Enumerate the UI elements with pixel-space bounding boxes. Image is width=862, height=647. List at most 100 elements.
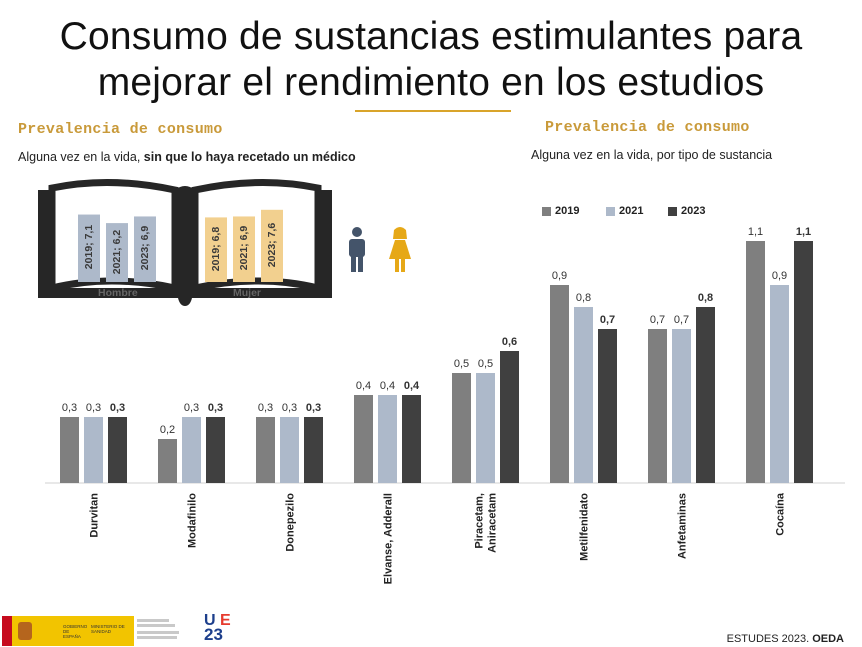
data-label-2021-2: 0,3 [282, 402, 297, 414]
bar-2023-7 [794, 241, 813, 483]
bar-2019-1 [158, 439, 177, 483]
category-label-text-6: Anfetaminas [677, 493, 689, 559]
bar-2019-4 [452, 373, 471, 483]
woman-icon [389, 227, 411, 272]
data-label-2023-3: 0,4 [404, 380, 420, 392]
category-label-2: Donepezilo [285, 493, 297, 552]
bar-2021-3 [378, 395, 397, 483]
data-label-2023-1: 0,3 [208, 402, 223, 414]
data-label-2021-5: 0,8 [576, 292, 591, 304]
legend-item-2023: 2023 [668, 205, 705, 217]
book-group-caption-0: Hombre [98, 287, 138, 299]
bar-2023-2 [304, 417, 323, 483]
bar-2021-1 [182, 417, 201, 483]
bar-2023-3 [402, 395, 421, 483]
ministerio-logo: GOBIERNO DE ESPAÑA MINISTERIO DE SANIDAD [60, 616, 134, 646]
data-label-2023-4: 0,6 [502, 336, 517, 348]
bar-2021-2 [280, 417, 299, 483]
bar-2021-0 [84, 417, 103, 483]
data-label-2021-6: 0,7 [674, 314, 689, 326]
right-section-subtitle: Alguna vez en la vida, por tipo de susta… [531, 148, 773, 162]
data-label-2023-7: 1,1 [796, 226, 811, 238]
category-label-line2-4: Aniracetam [487, 493, 499, 553]
bar-2019-7 [746, 241, 765, 483]
left-section-subtitle: Alguna vez en la vida, sin que lo haya r… [18, 150, 356, 164]
book-bar-Hombre-1 [106, 223, 128, 282]
data-label-2021-0: 0,3 [86, 402, 101, 414]
left-subtitle-bold: sin que lo haya recetado un médico [143, 150, 356, 164]
bar-2021-7 [770, 285, 789, 483]
category-label-text-5: Metilfenidato [579, 493, 591, 561]
legend-item-2021: 2021 [606, 205, 643, 217]
page-title: Consumo de sustancias estimulantes para … [0, 14, 862, 106]
title-underline [355, 110, 511, 112]
bar-2023-4 [500, 351, 519, 483]
book-group-caption-1: Mujer [233, 287, 262, 299]
footer-source-bold: OEDA [812, 633, 844, 645]
legend-swatch-2023 [668, 206, 677, 216]
category-label-7: Cocaína [775, 492, 787, 536]
category-label-5: Metilfenidato [579, 493, 591, 561]
book-bars [78, 209, 283, 282]
bar-2023-5 [598, 329, 617, 483]
category-label-text-3: Elvanse, Adderall [383, 493, 395, 584]
right-section-heading: Prevalencia de consumo [545, 119, 750, 136]
bar-2019-5 [550, 285, 569, 483]
category-label-0: Durvitan [89, 493, 101, 538]
data-label-2021-4: 0,5 [478, 358, 493, 370]
category-label-6: Anfetaminas [677, 493, 689, 559]
data-label-2021-7: 0,9 [772, 270, 787, 282]
data-label-2021-3: 0,4 [380, 380, 395, 392]
logo-e-text: E [220, 612, 231, 629]
bar-2019-6 [648, 329, 667, 483]
book-bar-Mujer-1 [233, 216, 255, 282]
logo-23-text: 23 [204, 625, 223, 644]
data-label-2023-0: 0,3 [110, 402, 125, 414]
legend-label-2021: 2021 [619, 205, 644, 217]
data-label-2019-4: 0,5 [454, 358, 469, 370]
category-label-text-2: Donepezilo [285, 493, 297, 552]
category-label-line1-4: Piracetam, [474, 493, 486, 549]
category-label-text-1: Modafinilo [187, 493, 199, 548]
logo-u-text: U [204, 612, 216, 629]
legend: 2019 2021 2023 [530, 200, 730, 218]
spain-flag-logo [2, 616, 60, 646]
data-label-2019-3: 0,4 [356, 380, 371, 392]
book-bar-Mujer-0 [205, 217, 227, 282]
category-label-3: Elvanse, Adderall [383, 493, 395, 584]
book-bar-Hombre-0 [78, 214, 100, 282]
book-overlay: 2019; 7,1 2021; 6,2 2023; 6,9 Hombre 2019; 6… [30, 170, 340, 310]
logo-ministerio-text: MINISTERIO DE SANIDAD [91, 624, 125, 634]
book-bar-Mujer-2 [261, 209, 283, 282]
ue-2023-logo: U E 23 [204, 612, 238, 647]
data-label-2019-1: 0,2 [160, 424, 175, 436]
secretaria-logo [137, 617, 197, 645]
bar-2019-0 [60, 417, 79, 483]
book-bar-Hombre-2 [134, 216, 156, 282]
data-label-2019-0: 0,3 [62, 402, 77, 414]
footer-source: ESTUDES 2023. OEDA [727, 633, 844, 645]
data-label-2019-2: 0,3 [258, 402, 273, 414]
data-label-2023-5: 0,7 [600, 314, 615, 326]
logo-gobierno-text: GOBIERNO DE ESPAÑA [63, 624, 88, 639]
bar-2023-6 [696, 307, 715, 483]
bar-2019-3 [354, 395, 373, 483]
legend-swatch-2021 [606, 206, 615, 216]
legend-swatch-2019 [542, 206, 551, 216]
bar-2021-5 [574, 307, 593, 483]
data-label-2019-6: 0,7 [650, 314, 665, 326]
data-label-2021-1: 0,3 [184, 402, 199, 414]
data-label-2023-6: 0,8 [698, 292, 713, 304]
left-section-heading: Prevalencia de consumo [18, 121, 223, 138]
legend-item-2019: 2019 [542, 205, 579, 217]
man-icon [349, 227, 365, 272]
bar-2019-2 [256, 417, 275, 483]
category-label-4: Piracetam, Aniracetam [474, 493, 499, 553]
left-subtitle-plain: Alguna vez en la vida, [18, 150, 144, 164]
category-label-text-7: Cocaína [775, 492, 787, 536]
title-line-2: mejorar el rendimiento en los estudios [97, 61, 765, 104]
bar-2021-6 [672, 329, 691, 483]
bar-2023-0 [108, 417, 127, 483]
footer-source-plain: ESTUDES 2023. [726, 633, 813, 645]
